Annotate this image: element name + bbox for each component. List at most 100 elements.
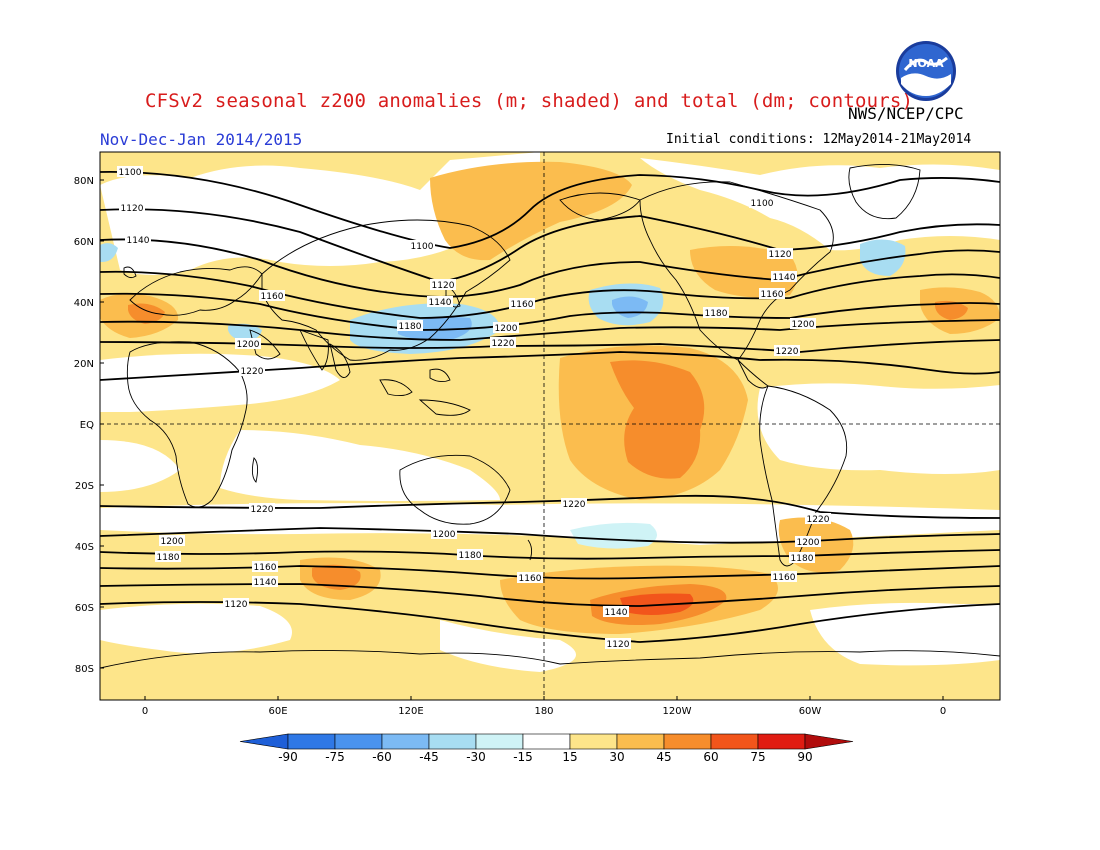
lon-label: 120E xyxy=(398,706,423,717)
contour-label: 1140 xyxy=(127,236,150,246)
contour-label: 1180 xyxy=(399,322,422,332)
lat-label: 20N xyxy=(74,359,94,370)
contour-label-bg xyxy=(427,296,453,307)
lat-label: 80N xyxy=(74,176,94,187)
colorbar-label: 75 xyxy=(750,750,765,764)
contour-label-bg xyxy=(239,365,265,376)
colorbar-segment xyxy=(428,733,477,750)
contour-label-bg xyxy=(117,166,143,177)
contour-label: 1220 xyxy=(776,347,799,357)
initial-conditions-label: Initial conditions: 12May2014-21May2014 xyxy=(666,132,972,147)
lon-label: 0 xyxy=(142,706,148,717)
contour-label-bg xyxy=(249,503,275,514)
contour-label: 1200 xyxy=(495,324,518,334)
contour-label: 1160 xyxy=(511,300,534,310)
contour-label-bg xyxy=(703,307,729,318)
contour-label: 1180 xyxy=(705,309,728,319)
contour-label: 1180 xyxy=(459,551,482,561)
contour-label-bg xyxy=(795,536,821,547)
map-frame xyxy=(99,151,1001,701)
lat-label: 80S xyxy=(75,664,94,675)
contour-label-bg xyxy=(493,322,519,333)
contour-label: 1180 xyxy=(157,553,180,563)
lat-label: 60S xyxy=(75,603,94,614)
colorbar-label: 90 xyxy=(797,750,812,764)
contour-label-bg xyxy=(605,638,631,649)
colorbar-label: -60 xyxy=(372,750,392,764)
colorbar-label: 60 xyxy=(703,750,718,764)
colorbar-label: -30 xyxy=(466,750,486,764)
colorbar-label: 30 xyxy=(609,750,624,764)
contour-label-bg xyxy=(805,513,831,524)
colorbar-label: -75 xyxy=(325,750,345,764)
contour-label: 1120 xyxy=(225,600,248,610)
contour-label-bg xyxy=(457,549,483,560)
latitude-labels: 80N 60N 40N 20N EQ 20S 40S 60S 80S xyxy=(74,176,104,675)
lon-label: 60E xyxy=(268,706,287,717)
contour-labels: 1100 1120 1140 1160 1180 1200 1220 1100 1120 1140… xyxy=(117,166,831,650)
contour-label: 1140 xyxy=(429,298,452,308)
contour-label-bg xyxy=(771,271,797,282)
contour-label: 1200 xyxy=(433,530,456,540)
contour-label: 1200 xyxy=(797,538,820,548)
noaa-logo-text: NOAA xyxy=(908,57,944,70)
lat-label: 60N xyxy=(74,237,94,248)
contour-label-bg xyxy=(431,528,457,539)
colorbar-segment xyxy=(616,733,665,750)
contour-label-bg xyxy=(759,288,785,299)
contour-label: 1140 xyxy=(254,578,277,588)
lon-label: 0 xyxy=(940,706,946,717)
contour-label-bg xyxy=(223,598,249,609)
colorbar-label: 15 xyxy=(562,750,577,764)
contour-label-bg xyxy=(259,290,285,301)
lat-label: 40S xyxy=(75,542,94,553)
contour-label-bg xyxy=(397,320,423,331)
lat-label: EQ xyxy=(80,420,94,431)
contour-label-bg xyxy=(774,345,800,356)
colorbar-segment xyxy=(522,733,571,750)
contour-label: 1100 xyxy=(751,199,774,209)
contour-label: 1100 xyxy=(411,242,434,252)
contour-label-bg xyxy=(771,571,797,582)
colorbar: -90 -75 -60 -45 -30 -15 15 30 45 60 75 90 xyxy=(239,733,854,764)
colorbar-segment xyxy=(381,733,430,750)
lon-label: 180 xyxy=(534,706,553,717)
contour-label-bg xyxy=(509,298,535,309)
colorbar-arrow-right xyxy=(804,733,854,750)
contour-label: 1120 xyxy=(432,281,455,291)
colorbar-segment xyxy=(287,733,336,750)
longitude-labels: 0 60E 120E 180 120W 60W 0 xyxy=(142,696,946,717)
contour-label-bg xyxy=(430,279,456,290)
colorbar-label: -45 xyxy=(419,750,439,764)
contour-label: 1160 xyxy=(254,563,277,573)
contour-label: 1160 xyxy=(761,290,784,300)
colorbar-label: 45 xyxy=(656,750,671,764)
contour-label: 1220 xyxy=(563,500,586,510)
contour-label-bg xyxy=(767,248,793,259)
contour-label: 1120 xyxy=(607,640,630,650)
period-label: Nov-Dec-Jan 2014/2015 xyxy=(100,130,303,149)
contour-label-bg xyxy=(159,535,185,546)
lon-label: 120W xyxy=(663,706,692,717)
contour-label: 1160 xyxy=(773,573,796,583)
contour-label-bg xyxy=(490,337,516,348)
colorbar-segment xyxy=(710,733,759,750)
contour-label: 1120 xyxy=(769,250,792,260)
contour-label-bg xyxy=(749,197,775,208)
colorbar-segment xyxy=(663,733,712,750)
contour-label: 1200 xyxy=(792,320,815,330)
contour-label: 1220 xyxy=(492,339,515,349)
contour-label-bg xyxy=(155,551,181,562)
contour-label: 1160 xyxy=(261,292,284,302)
lat-label: 20S xyxy=(75,481,94,492)
contour-label-bg xyxy=(409,240,435,251)
colorbar-segment xyxy=(334,733,383,750)
contour-label-bg xyxy=(252,576,278,587)
colorbar-segment xyxy=(475,733,524,750)
contour-label: 1120 xyxy=(121,204,144,214)
contour-label: 1160 xyxy=(519,574,542,584)
contour-label-bg xyxy=(561,498,587,509)
contour-label: 1140 xyxy=(773,273,796,283)
chart-title: CFSv2 seasonal z200 anomalies (m; shaded… xyxy=(145,90,914,112)
